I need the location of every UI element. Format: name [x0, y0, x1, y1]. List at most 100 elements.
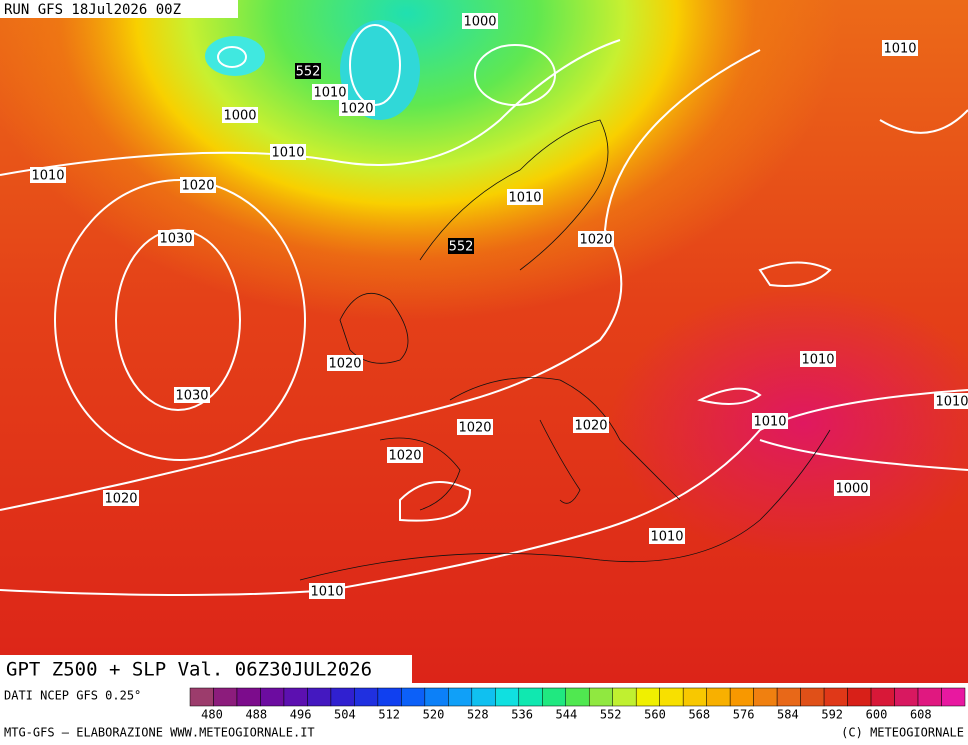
colorbar-swatch: [236, 687, 261, 707]
isobar-label-box: [327, 355, 363, 371]
isobar-label-box: [222, 107, 258, 123]
isobar-label: 1010: [508, 191, 541, 206]
colorbar-swatch: [495, 687, 520, 707]
colorbar-swatch: [330, 687, 355, 707]
isobar-label-box: [270, 144, 306, 160]
colorbar-swatch: [401, 687, 426, 707]
colorbar-swatch: [260, 687, 285, 707]
colorbar-swatch: [776, 687, 801, 707]
isobar-label-box: [578, 231, 614, 247]
isobar-label: 1000: [223, 109, 256, 124]
isobar-label-box: [507, 189, 543, 205]
colorbar-label: 480: [201, 708, 223, 722]
colorbar-swatch: [823, 687, 848, 707]
header-box: [0, 0, 238, 18]
footer-right: (C) METEOGIORNALE: [841, 726, 964, 740]
run-label: RUN GFS 18Jul2026 00Z: [4, 2, 181, 18]
colorbar-label: 488: [245, 708, 267, 722]
colorbar-label: 544: [556, 708, 578, 722]
isobar-label: 1010: [31, 169, 64, 184]
isobar-label: 1010: [313, 86, 346, 101]
low-center: [205, 36, 265, 76]
colorbar-swatch: [518, 687, 543, 707]
title-box: [0, 655, 412, 683]
isobar-label: 1010: [935, 395, 968, 410]
colorbar-label: 552: [600, 708, 622, 722]
colorbar-swatch: [424, 687, 449, 707]
colorbar-swatch: [588, 687, 613, 707]
map-title: GPT Z500 + SLP Val. 06Z30JUL2026: [6, 659, 372, 681]
isobar-label-box: [573, 417, 609, 433]
isobar-label-box: [180, 177, 216, 193]
isobar-label-box: [934, 393, 968, 409]
colorbar-label: 592: [821, 708, 843, 722]
isobar-label-box: [158, 230, 194, 246]
isobar-label-box: [387, 447, 423, 463]
isobar-label: 1020: [458, 421, 491, 436]
isobar-label: 1030: [159, 232, 192, 247]
colorbar-label: 568: [688, 708, 710, 722]
colorbar-label: 504: [334, 708, 356, 722]
isobar-label-box: [457, 419, 493, 435]
isobar-label: 1010: [753, 415, 786, 430]
colorbar-swatch: [213, 687, 238, 707]
colorbar-swatch: [729, 687, 754, 707]
isobar-label: 1010: [310, 585, 343, 600]
colorbar-label: 512: [378, 708, 400, 722]
colorbar-label: 600: [866, 708, 888, 722]
colorbar-swatch: [870, 687, 895, 707]
coastlines: [299, 119, 831, 581]
colorbar-swatch: [565, 687, 590, 707]
colorbar-swatch: [941, 687, 966, 707]
isobars: [0, 24, 968, 596]
colorbar-swatch: [635, 687, 660, 707]
isobar-label-box: [752, 413, 788, 429]
isobar-label-box: [462, 13, 498, 29]
colorbar-label: 520: [423, 708, 445, 722]
colorbar-swatch: [542, 687, 567, 707]
colorbar-swatch: [612, 687, 637, 707]
isobar-label-box: [800, 351, 836, 367]
colorbar-swatch: [283, 687, 308, 707]
colorbar-swatch: [307, 687, 332, 707]
isobar-labels: 1000101055210101020100010101010102010101…: [30, 13, 968, 600]
isobar-label: 1020: [340, 102, 373, 117]
colorbar-label: 584: [777, 708, 799, 722]
height-field-east: [0, 0, 968, 683]
colorbar-swatch: [471, 687, 496, 707]
colorbar-swatch: [917, 687, 942, 707]
isobar-label-box: [448, 238, 474, 254]
footer-left: MTG-GFS — ELABORAZIONE WWW.METEOGIORNALE…: [4, 726, 315, 740]
colorbar-swatch: [682, 687, 707, 707]
isobar-label-box: [30, 167, 66, 183]
isobar-label-box: [103, 490, 139, 506]
colorbar-label: 608: [910, 708, 932, 722]
colorbar-swatch: [189, 687, 214, 707]
isobar-label-box: [309, 583, 345, 599]
colorbar-swatch: [354, 687, 379, 707]
isobar-label-box: [649, 528, 685, 544]
isobar-label: 1020: [574, 419, 607, 434]
colorbar: 480 488 496 504 512 520 528 536 544 552 560 568 576 5…: [189, 687, 966, 722]
isobar-label: 1020: [104, 492, 137, 507]
colorbar-label: 496: [290, 708, 312, 722]
isobar-label: 1020: [579, 233, 612, 248]
isobar-label: 1000: [835, 482, 868, 497]
isobar-label: 1010: [271, 146, 304, 161]
isobar-label: 1010: [801, 353, 834, 368]
isobar-label-box: [339, 100, 375, 116]
colorbar-label: 560: [644, 708, 666, 722]
colorbar-swatch: [847, 687, 872, 707]
colorbar-swatch: [377, 687, 402, 707]
isobar-label: 1000: [463, 15, 496, 30]
colorbar-swatch: [753, 687, 778, 707]
isobar-label-box: [174, 387, 210, 403]
isobar-label: 552: [449, 240, 474, 255]
colorbar-swatch: [706, 687, 731, 707]
isobar-label-box: [834, 480, 870, 496]
colorbar-swatch: [448, 687, 473, 707]
isobar-label-box: [312, 84, 348, 100]
data-source: DATI NCEP GFS 0.25°: [4, 689, 141, 703]
low-center: [340, 20, 420, 120]
